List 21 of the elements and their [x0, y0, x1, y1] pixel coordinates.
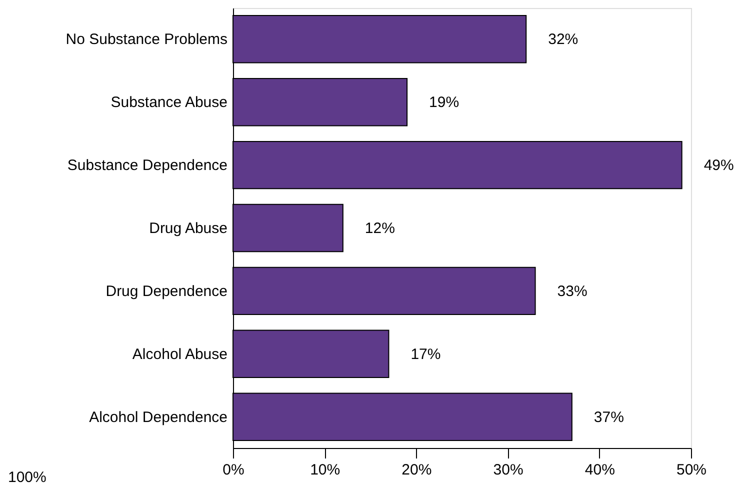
x-tick-label: 30%	[493, 462, 524, 478]
x-tick-label: 40%	[584, 462, 615, 478]
y-tick-label: Drug Abuse	[149, 220, 228, 237]
data-label: 49%	[704, 157, 734, 174]
x-tick-label: 10%	[310, 462, 340, 478]
y-tick-label: Substance Dependence	[67, 157, 228, 174]
x-tick-label: 0%	[222, 462, 244, 478]
data-label: 33%	[557, 282, 588, 300]
data-label: 17%	[410, 346, 441, 363]
data-label: 12%	[364, 220, 395, 237]
y-tick-label: No Substance Problems	[66, 31, 228, 48]
data-label: 37%	[594, 408, 624, 426]
x-tick-label: 50%	[676, 462, 707, 478]
y-tick-label: Drug Dependence	[106, 282, 228, 300]
data-label: 19%	[429, 94, 460, 112]
x-tick-label: 20%	[402, 462, 432, 478]
text: 100%	[8, 469, 46, 486]
y-tick-label: Alcohol Abuse	[132, 346, 228, 363]
y-tick-label: Alcohol Dependence	[89, 408, 228, 426]
y-tick-label: Substance Abuse	[110, 94, 228, 112]
data-label: 32%	[548, 31, 578, 48]
